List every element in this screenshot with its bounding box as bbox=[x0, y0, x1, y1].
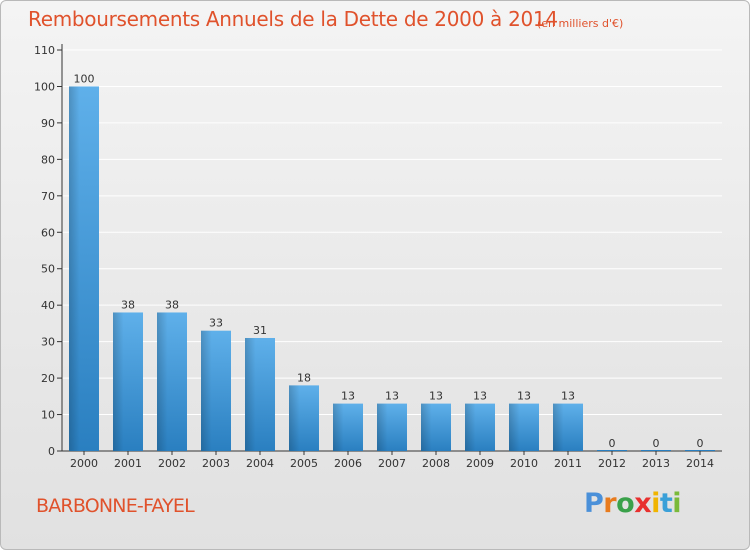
bar-shade bbox=[157, 312, 187, 451]
bar-shade bbox=[553, 403, 583, 451]
chart-title: Remboursements Annuels de la Dette de 20… bbox=[28, 7, 558, 31]
x-tick-label: 2008 bbox=[422, 457, 450, 470]
data-label: 0 bbox=[609, 437, 616, 450]
x-tick-label: 2011 bbox=[554, 457, 582, 470]
x-tick-label: 2014 bbox=[686, 457, 714, 470]
y-tick-label: 60 bbox=[41, 226, 55, 239]
bar-shade bbox=[201, 330, 231, 451]
bar-shade bbox=[421, 403, 451, 451]
data-label: 31 bbox=[253, 324, 267, 337]
bar-shade bbox=[509, 403, 539, 451]
data-label: 0 bbox=[697, 437, 704, 450]
x-tick-label: 2006 bbox=[334, 457, 362, 470]
data-label: 13 bbox=[429, 390, 443, 403]
y-tick-label: 110 bbox=[34, 44, 55, 57]
data-label: 38 bbox=[165, 298, 179, 311]
x-tick-label: 2009 bbox=[466, 457, 494, 470]
bar-shade bbox=[245, 337, 275, 451]
data-label: 13 bbox=[561, 390, 575, 403]
y-tick-label: 70 bbox=[41, 190, 55, 203]
x-tick-label: 2010 bbox=[510, 457, 538, 470]
logo-letter: t bbox=[659, 488, 673, 519]
y-tick-label: 40 bbox=[41, 299, 55, 312]
data-label: 100 bbox=[74, 72, 95, 85]
y-tick-label: 10 bbox=[41, 409, 55, 422]
x-tick-label: 2004 bbox=[246, 457, 274, 470]
y-tick-label: 30 bbox=[41, 336, 55, 349]
x-tick-label: 2000 bbox=[70, 457, 98, 470]
x-tick-label: 2007 bbox=[378, 457, 406, 470]
bar-shade bbox=[333, 403, 363, 451]
y-tick-label: 100 bbox=[34, 80, 55, 93]
bar-shade bbox=[377, 403, 407, 451]
y-tick-label: 90 bbox=[41, 117, 55, 130]
data-label: 38 bbox=[121, 298, 135, 311]
logo-letter: i bbox=[672, 488, 682, 519]
y-tick-label: 80 bbox=[41, 153, 55, 166]
y-tick-label: 0 bbox=[48, 445, 55, 458]
bar bbox=[685, 450, 715, 451]
logo-letter: i bbox=[651, 488, 660, 519]
logo-letter: x bbox=[634, 488, 652, 519]
logo-letter: r bbox=[603, 488, 617, 519]
place-name: BARBONNE-FAYEL bbox=[36, 495, 195, 517]
data-label: 13 bbox=[385, 390, 399, 403]
bar bbox=[641, 450, 671, 451]
bar-shade bbox=[465, 403, 495, 451]
bar-shade bbox=[113, 312, 143, 451]
x-tick-label: 2012 bbox=[598, 457, 626, 470]
data-label: 13 bbox=[517, 390, 531, 403]
data-label: 13 bbox=[473, 390, 487, 403]
logo-letter: P bbox=[584, 488, 604, 519]
x-tick-label: 2001 bbox=[114, 457, 142, 470]
bar bbox=[597, 450, 627, 451]
data-label: 0 bbox=[653, 437, 660, 450]
y-tick-label: 20 bbox=[41, 372, 55, 385]
data-label: 13 bbox=[341, 390, 355, 403]
x-tick-label: 2013 bbox=[642, 457, 670, 470]
bar-shade bbox=[69, 86, 99, 452]
x-tick-label: 2002 bbox=[158, 457, 186, 470]
y-tick-label: 50 bbox=[41, 263, 55, 276]
data-label: 18 bbox=[297, 371, 311, 384]
data-label: 33 bbox=[209, 317, 223, 330]
x-tick-label: 2003 bbox=[202, 457, 230, 470]
x-tick-label: 2005 bbox=[290, 457, 318, 470]
proxiti-logo: Proxiti bbox=[584, 488, 682, 519]
bar-shade bbox=[289, 385, 319, 451]
chart-subtitle: (en milliers d'€) bbox=[537, 17, 624, 30]
logo-letter: o bbox=[616, 488, 635, 519]
